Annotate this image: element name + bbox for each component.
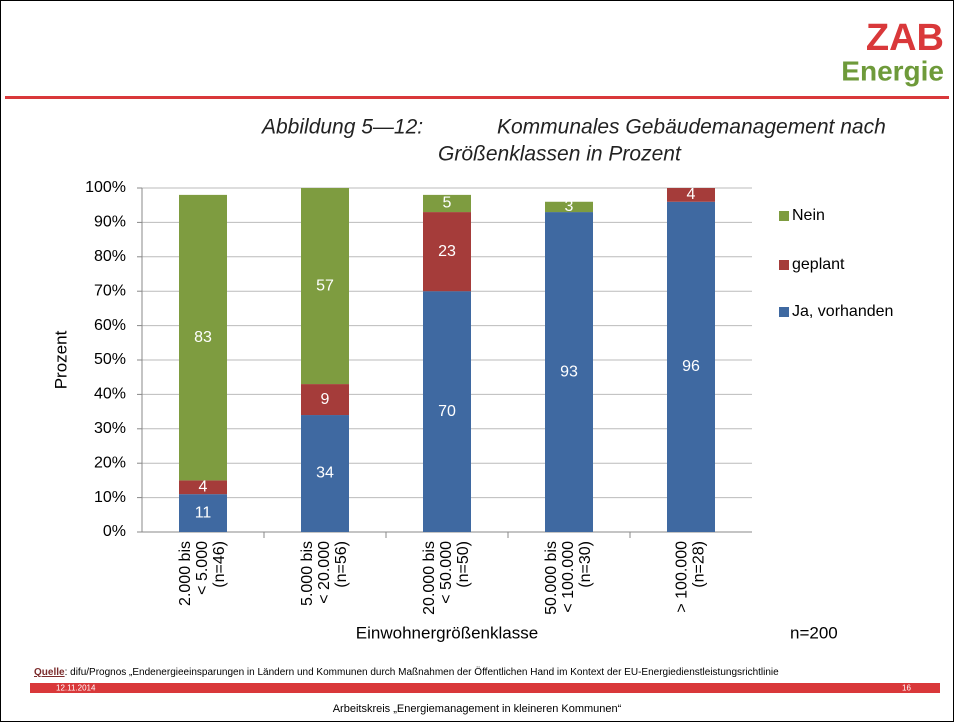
- value-label: 9: [321, 391, 330, 408]
- y-tick-label: 100%: [85, 179, 126, 196]
- logo-bottom: Energie: [841, 55, 944, 86]
- value-label: 57: [316, 277, 334, 294]
- y-tick-label: 0%: [103, 523, 126, 540]
- x-tick-label: 2.000 bis: [177, 541, 194, 606]
- footer-text: Arbeitskreis „Energiemanagement in klein…: [333, 703, 622, 715]
- value-label: 4: [199, 478, 208, 495]
- y-tick-label: 40%: [94, 386, 126, 403]
- y-tick-label: 90%: [94, 214, 126, 231]
- y-tick-label: 60%: [94, 317, 126, 334]
- y-tick-label: 50%: [94, 351, 126, 368]
- x-tick-label: (n=50): [455, 541, 472, 588]
- value-label: 96: [682, 358, 700, 375]
- y-tick-label: 70%: [94, 282, 126, 299]
- legend-label: Ja, vorhanden: [792, 303, 893, 320]
- value-label: 93: [560, 363, 578, 380]
- source-text: : difu/Prognos „Endenergieeinsparungen i…: [65, 666, 780, 678]
- bar-segment: [423, 291, 471, 532]
- header-rule: [5, 96, 949, 99]
- x-tick-label: < 50.000: [438, 541, 455, 604]
- bar-segment: [301, 384, 349, 416]
- legend-swatch: [779, 307, 789, 317]
- value-label: 3: [565, 198, 574, 215]
- chart-title: Abbildung 5—12:: [260, 116, 423, 139]
- x-tick-label: < 5.000: [194, 541, 211, 595]
- y-tick-label: 30%: [94, 420, 126, 437]
- x-tick-label: (n=56): [333, 541, 350, 588]
- value-label: 4: [687, 186, 696, 203]
- x-tick-label: 20.000 bis: [421, 541, 438, 615]
- bar-segment: [179, 194, 227, 481]
- x-tick-label: > 100.000: [674, 541, 691, 613]
- bar-segment: [301, 415, 349, 532]
- value-label: 23: [438, 243, 456, 260]
- x-tick-label: (n=46): [211, 541, 228, 588]
- bar-segment: [545, 212, 593, 532]
- y-axis-title: Prozent: [51, 330, 70, 389]
- bar-segment: [423, 194, 471, 213]
- y-tick-label: 20%: [94, 454, 126, 471]
- y-tick-label: 10%: [94, 489, 126, 506]
- sample-note: n=200: [790, 623, 838, 642]
- bar-segment: [301, 188, 349, 385]
- source-label: Quelle: [34, 667, 65, 678]
- legend-swatch: [779, 260, 789, 270]
- x-tick-label: 50.000 bis: [543, 541, 560, 615]
- logo-top: ZAB: [866, 17, 944, 59]
- value-label: 5: [443, 195, 452, 212]
- x-tick-label: (n=30): [577, 541, 594, 588]
- bar-segment: [667, 201, 715, 532]
- legend-label: geplant: [792, 256, 845, 273]
- x-tick-label: (n=28): [691, 541, 708, 588]
- chart-title: Kommunales Gebäudemanagement nach: [497, 116, 886, 139]
- bar-segment: [545, 201, 593, 213]
- bar-segment: [423, 212, 471, 292]
- legend-label: Nein: [792, 207, 825, 224]
- bar-segment: [179, 480, 227, 495]
- footer-page: 16: [902, 684, 911, 693]
- x-tick-label: < 20.000: [316, 541, 333, 604]
- bar-segment: [667, 188, 715, 202]
- value-label: 34: [316, 465, 334, 482]
- x-axis-title: Einwohnergrößenklasse: [356, 623, 538, 642]
- value-label: 83: [194, 329, 212, 346]
- value-label: 11: [195, 504, 212, 521]
- footer-bar: [30, 683, 940, 693]
- x-tick-label: < 100.000: [560, 541, 577, 613]
- value-label: 70: [438, 403, 456, 420]
- bar-segment: [179, 494, 227, 532]
- x-tick-label: 5.000 bis: [299, 541, 316, 606]
- source: Quelle: difu/Prognos „Endenergieeinsparu…: [34, 666, 779, 678]
- legend-swatch: [779, 211, 789, 221]
- footer-date: 12.11.2014: [56, 684, 96, 693]
- chart-title: Größenklassen in Prozent: [438, 143, 682, 166]
- y-tick-label: 80%: [94, 248, 126, 265]
